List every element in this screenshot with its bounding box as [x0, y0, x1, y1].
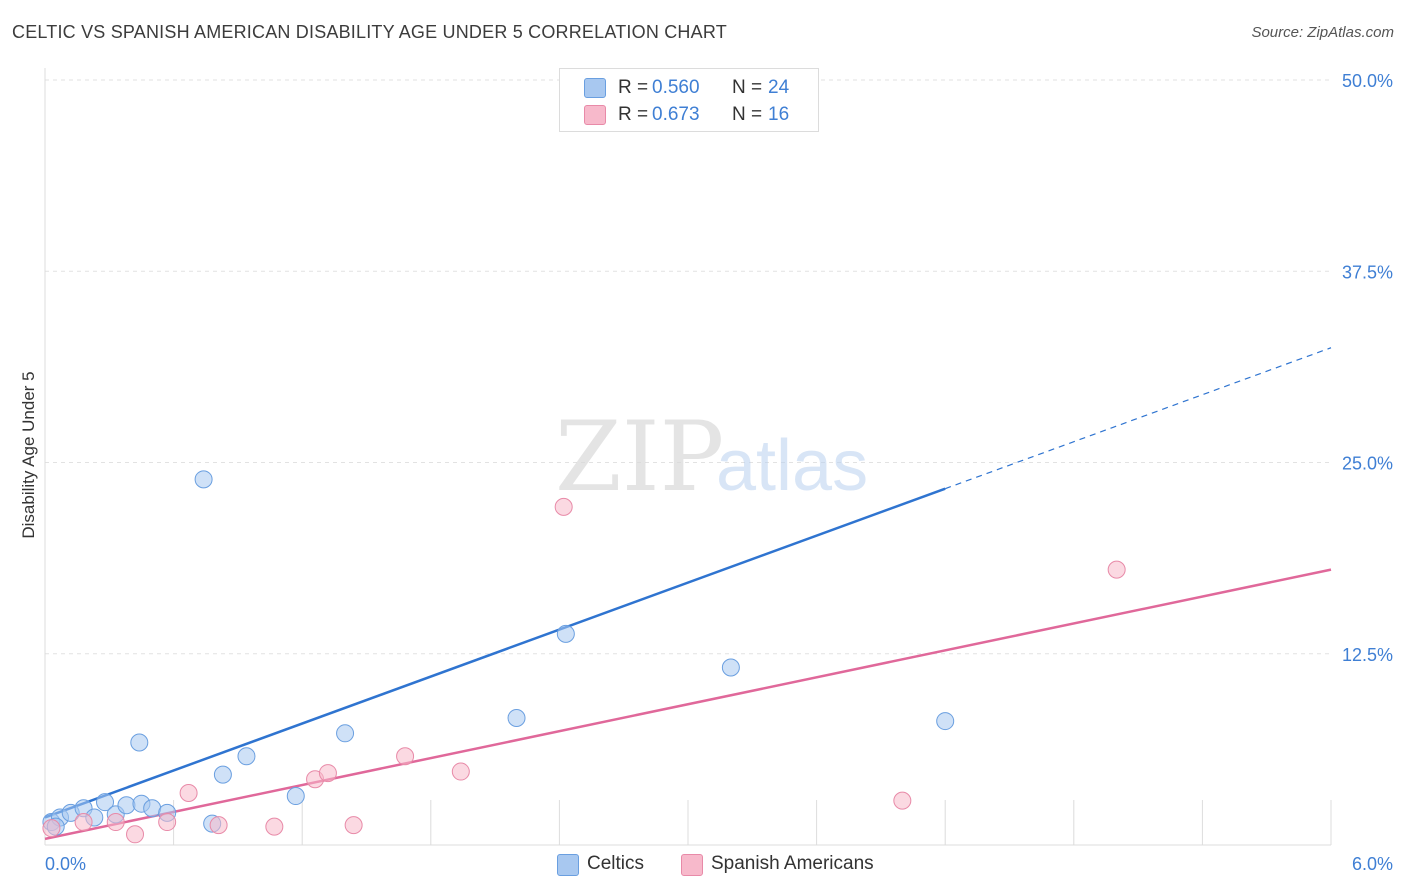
- legend-n-label: N =: [732, 77, 763, 98]
- trend-line: [44, 487, 946, 819]
- legend-r-label: R =: [618, 77, 649, 98]
- watermark-zip: ZIP: [555, 401, 724, 513]
- tick-labels: 12.5% 25.0% 37.5% 50.0% 0.0% 6.0%: [45, 71, 1393, 874]
- data-point: [721, 658, 740, 677]
- trend-line-extension: [944, 347, 1332, 490]
- legend-r-label: R =: [618, 104, 649, 125]
- legend-r-value: 0.560: [652, 77, 700, 98]
- y-axis-title: Disability Age Under 5: [19, 371, 38, 538]
- data-point: [117, 796, 136, 815]
- legend-swatch-celtics: [584, 78, 606, 98]
- data-point: [893, 791, 912, 810]
- data-point: [209, 816, 228, 835]
- y-tick-label: 37.5%: [1342, 262, 1393, 282]
- bottom-legend-label-spanish-americans: Spanish Americans: [711, 853, 874, 874]
- x-tick-label: 0.0%: [45, 854, 86, 874]
- data-point: [554, 497, 573, 516]
- data-point: [451, 762, 470, 781]
- data-point: [158, 813, 177, 832]
- data-point: [286, 787, 305, 806]
- data-point: [507, 709, 526, 728]
- correlation-legend: R = 0.560 N = 24 R = 0.673 N = 16: [559, 68, 819, 132]
- data-point: [237, 747, 256, 766]
- y-tick-label: 50.0%: [1342, 71, 1393, 91]
- data-point: [96, 793, 115, 812]
- legend-n-value: 24: [768, 77, 790, 98]
- watermark-atlas: atlas: [716, 426, 868, 506]
- bottom-legend-swatch-spanish-americans: [681, 854, 703, 876]
- data-point: [194, 470, 213, 489]
- y-tick-label: 12.5%: [1342, 645, 1393, 665]
- data-point: [344, 816, 363, 835]
- data-point: [213, 765, 232, 784]
- legend-swatch-spanish-americans: [584, 105, 606, 125]
- data-point: [265, 817, 284, 836]
- data-point: [179, 783, 198, 802]
- data-point: [936, 712, 955, 731]
- data-point: [1107, 560, 1126, 579]
- x-tick-label: 6.0%: [1352, 854, 1393, 874]
- y-tick-label: 25.0%: [1342, 454, 1393, 474]
- data-point: [126, 825, 145, 844]
- watermark: ZIP atlas: [555, 401, 868, 513]
- chart-title: CELTIC VS SPANISH AMERICAN DISABILITY AG…: [12, 22, 727, 42]
- data-point: [396, 747, 415, 766]
- data-point: [106, 813, 125, 832]
- grid-lines: [45, 79, 1331, 655]
- bottom-legend-swatch-celtics: [557, 854, 579, 876]
- data-point: [318, 764, 337, 783]
- data-point: [143, 799, 162, 818]
- data-points: [42, 71, 1126, 844]
- data-point: [42, 819, 61, 838]
- legend-n-label: N =: [732, 104, 763, 125]
- data-point: [336, 724, 355, 743]
- data-point: [556, 624, 575, 643]
- trend-lines: [44, 347, 1332, 841]
- legend-r-value: 0.673: [652, 104, 700, 125]
- trend-line: [44, 568, 1332, 841]
- data-point: [130, 733, 149, 752]
- data-point: [74, 813, 93, 832]
- legend-n-value: 16: [768, 104, 790, 125]
- bottom-legend-label-celtics: Celtics: [587, 853, 645, 874]
- source-label: Source: ZipAtlas.com: [1251, 24, 1394, 41]
